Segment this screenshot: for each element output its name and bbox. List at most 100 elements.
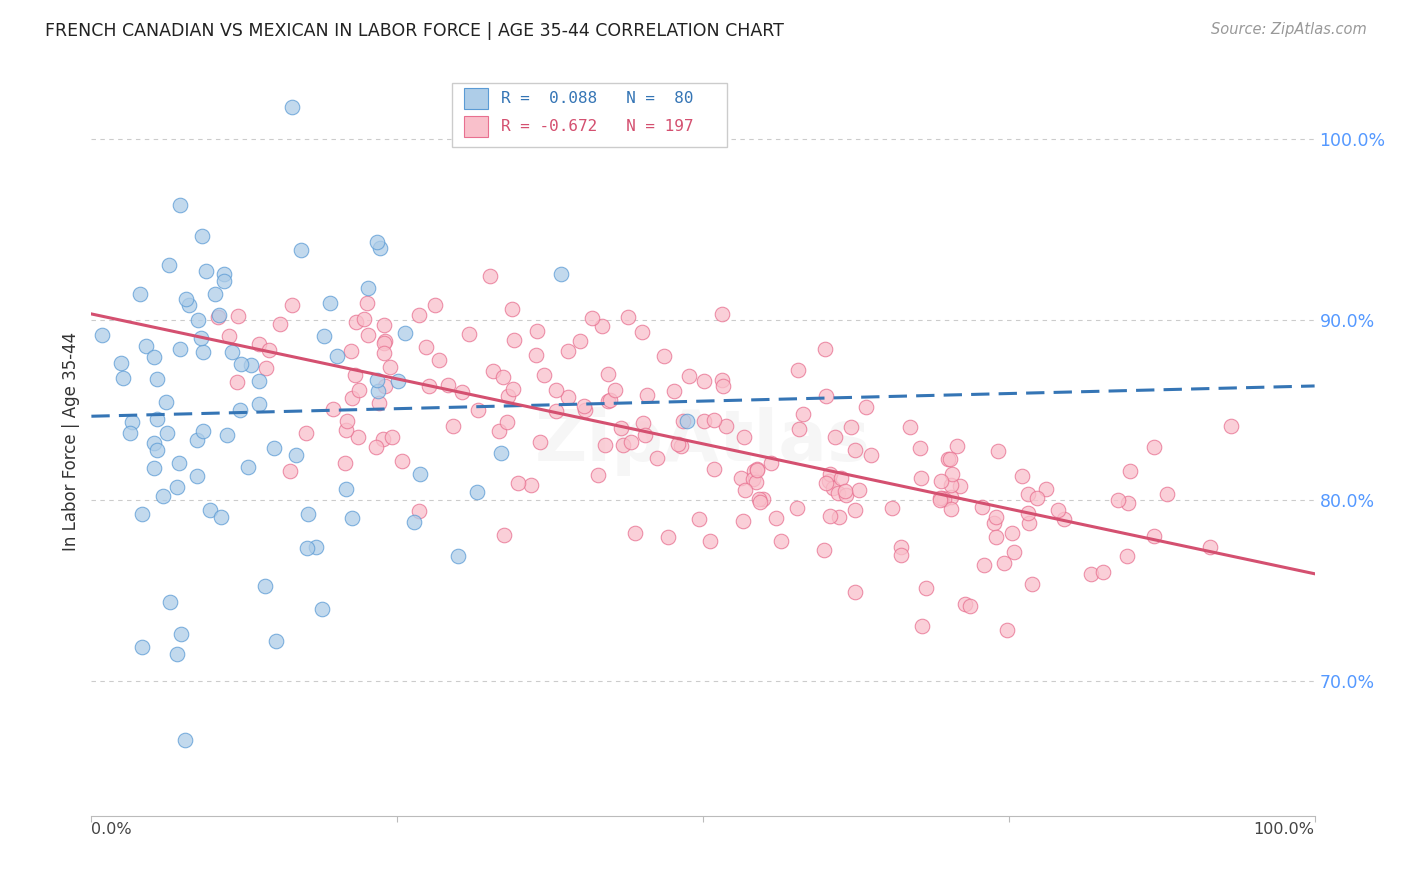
Point	[1002, 545, 1025, 559]
Point	[381, 430, 404, 444]
Point	[193, 344, 215, 359]
Point	[742, 472, 765, 486]
Point	[637, 388, 659, 402]
Point	[207, 310, 229, 324]
Point	[371, 432, 394, 446]
Point	[357, 281, 380, 295]
Point	[146, 372, 169, 386]
Point	[710, 307, 733, 321]
Point	[915, 582, 938, 596]
Point	[167, 456, 190, 470]
Point	[676, 414, 699, 428]
Point	[908, 441, 931, 455]
Point	[212, 274, 235, 288]
Point	[1142, 529, 1164, 543]
Text: 100.0%: 100.0%	[1254, 822, 1315, 837]
Point	[624, 525, 647, 540]
Point	[208, 308, 231, 322]
Point	[830, 471, 852, 485]
Point	[285, 448, 308, 462]
Point	[733, 430, 755, 444]
Point	[364, 440, 387, 454]
Point	[240, 359, 263, 373]
Point	[787, 422, 810, 436]
Point	[415, 339, 437, 353]
Point	[1143, 440, 1166, 454]
Point	[765, 510, 787, 524]
Point	[344, 368, 367, 382]
Point	[194, 264, 217, 278]
Point	[152, 489, 174, 503]
Point	[166, 647, 188, 661]
Point	[941, 467, 963, 481]
Point	[1080, 567, 1102, 582]
Point	[769, 534, 792, 549]
Point	[529, 434, 551, 449]
Point	[121, 415, 143, 429]
Point	[335, 423, 357, 437]
Point	[373, 318, 395, 333]
Point	[941, 502, 963, 516]
Point	[813, 342, 835, 356]
Point	[1021, 577, 1043, 591]
Point	[247, 397, 270, 411]
FancyBboxPatch shape	[464, 88, 488, 109]
Point	[1017, 506, 1039, 520]
Point	[652, 349, 675, 363]
Point	[984, 509, 1007, 524]
Point	[987, 443, 1010, 458]
Point	[786, 500, 808, 515]
Point	[394, 326, 416, 340]
Y-axis label: In Labor Force | Age 35-44: In Labor Force | Age 35-44	[62, 332, 80, 551]
Point	[319, 295, 342, 310]
Point	[347, 383, 370, 397]
Point	[1107, 492, 1129, 507]
Point	[441, 418, 464, 433]
Point	[834, 483, 856, 498]
Point	[662, 384, 685, 399]
Point	[482, 364, 505, 378]
Point	[973, 558, 995, 573]
Point	[488, 424, 510, 438]
Point	[498, 389, 520, 403]
Point	[249, 374, 271, 388]
Point	[502, 333, 524, 347]
Point	[792, 407, 814, 421]
Point	[745, 463, 768, 477]
Point	[1198, 541, 1220, 555]
Point	[357, 328, 380, 343]
Point	[666, 437, 689, 451]
Point	[671, 439, 693, 453]
Point	[1047, 503, 1070, 517]
Point	[326, 349, 349, 363]
Point	[520, 478, 543, 492]
Point	[492, 370, 515, 384]
Point	[844, 442, 866, 457]
Point	[215, 428, 238, 442]
Point	[844, 503, 866, 517]
Point	[751, 491, 773, 506]
Point	[821, 481, 844, 495]
Point	[730, 471, 752, 485]
Point	[890, 540, 912, 554]
Point	[155, 395, 177, 409]
Point	[631, 325, 654, 339]
Point	[1053, 512, 1076, 526]
Point	[605, 383, 627, 397]
Point	[169, 343, 191, 357]
Point	[204, 286, 226, 301]
Point	[569, 334, 592, 349]
Point	[1092, 565, 1115, 579]
Point	[304, 540, 326, 554]
Point	[1219, 419, 1241, 434]
Point	[1026, 491, 1049, 505]
Point	[295, 425, 318, 440]
Point	[544, 383, 567, 397]
Point	[489, 446, 512, 460]
Point	[278, 464, 301, 478]
Point	[142, 460, 165, 475]
Point	[387, 374, 409, 388]
Point	[593, 438, 616, 452]
Text: Source: ZipAtlas.com: Source: ZipAtlas.com	[1211, 22, 1367, 37]
Point	[226, 376, 249, 390]
